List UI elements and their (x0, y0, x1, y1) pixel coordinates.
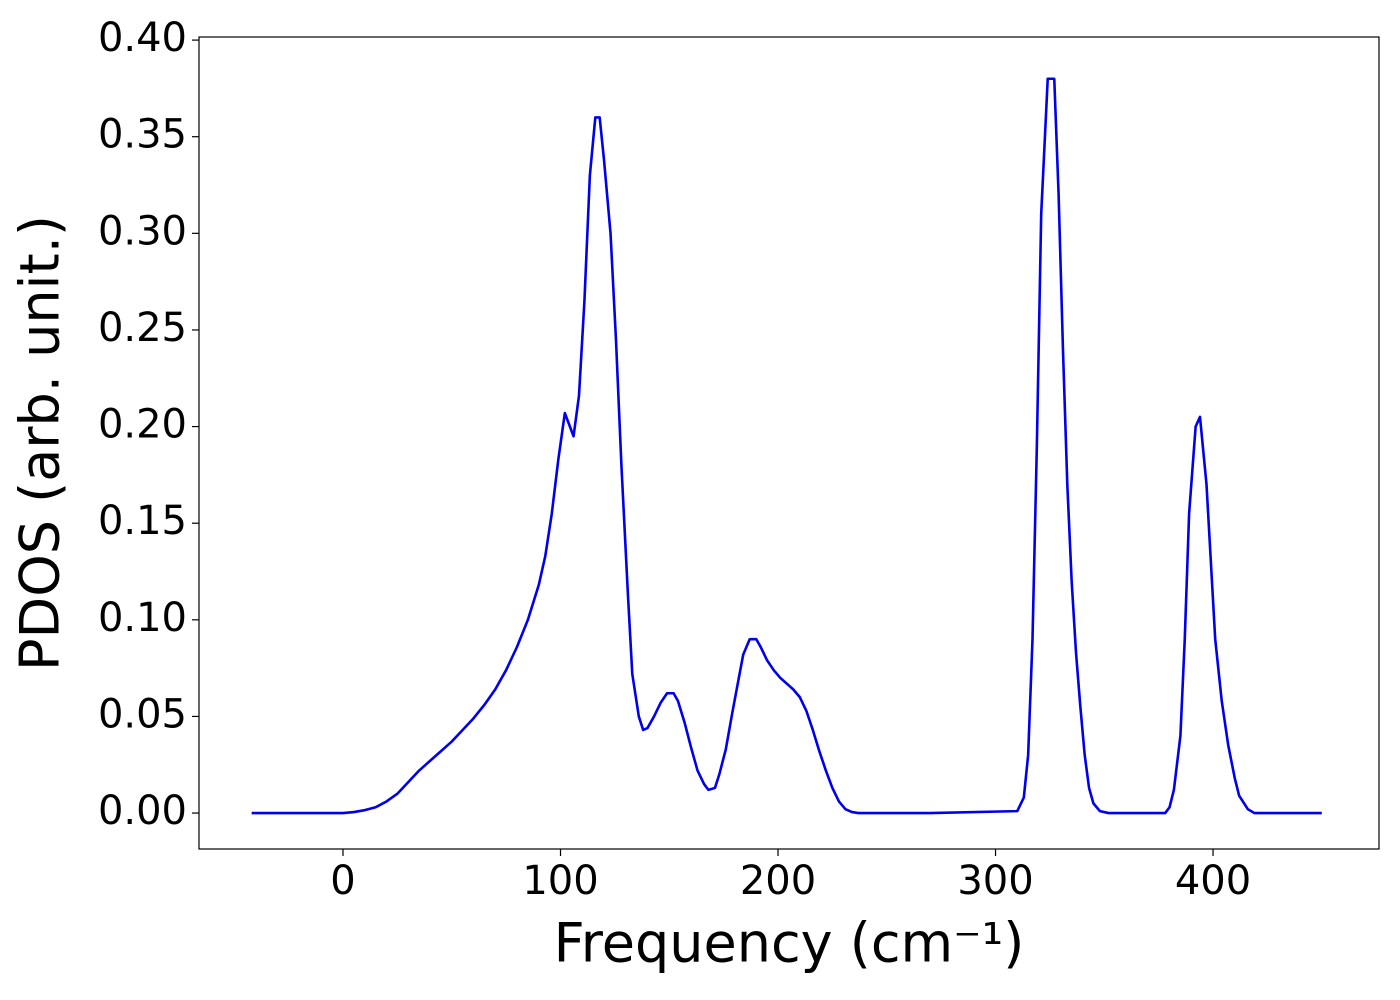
y-tick-label: 0.05 (98, 691, 187, 737)
x-tick-label: 100 (522, 858, 598, 904)
y-tick-label: 0.10 (98, 595, 187, 641)
plot-frame (198, 36, 1380, 850)
x-tick-label: 400 (1175, 858, 1251, 904)
y-tick-label: 0.15 (98, 498, 187, 544)
y-tick-label: 0.20 (98, 402, 187, 448)
x-axis-label: Frequency (cm⁻¹) (554, 912, 1025, 975)
x-tick-label: 300 (957, 858, 1033, 904)
x-tick-label: 200 (740, 858, 816, 904)
y-tick-label: 0.35 (98, 112, 187, 158)
x-tick-label: 0 (330, 858, 355, 904)
y-tick-label: 0.00 (98, 788, 187, 834)
y-tick-label: 0.30 (98, 208, 187, 254)
y-tick-label: 0.25 (98, 305, 187, 351)
y-tick-label: 0.40 (98, 15, 187, 61)
data-line (251, 77, 1322, 815)
y-axis-label: PDOS (arb. unit.) (9, 215, 72, 671)
